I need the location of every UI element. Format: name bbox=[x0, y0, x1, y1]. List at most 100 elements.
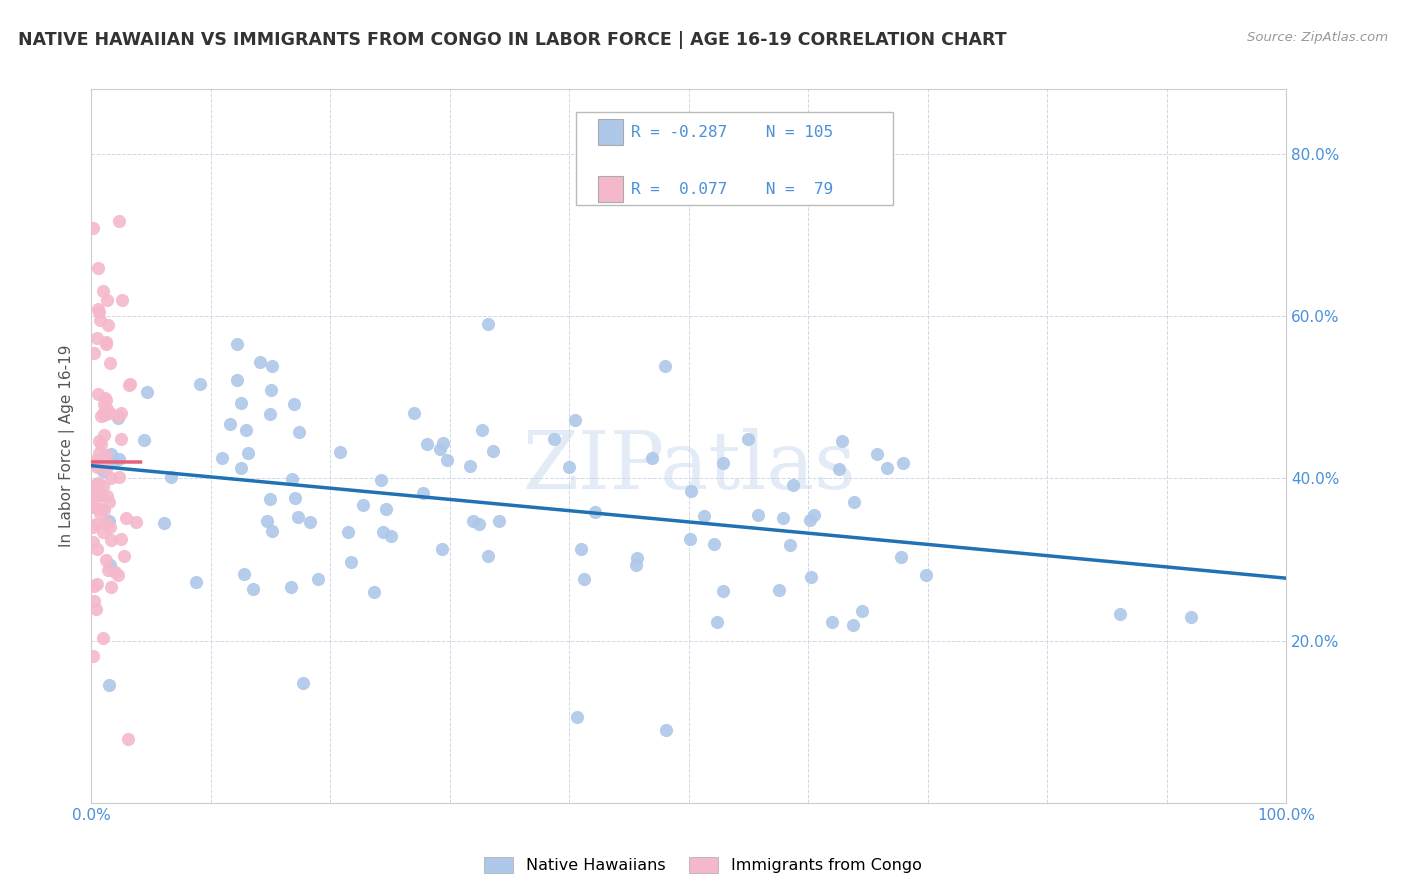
Point bbox=[84, 602, 107, 616]
Point bbox=[91, 464, 114, 478]
Point bbox=[803, 508, 825, 522]
Point bbox=[280, 580, 302, 594]
Point bbox=[404, 406, 426, 420]
Point bbox=[226, 373, 249, 387]
Point bbox=[329, 445, 352, 459]
Point bbox=[236, 446, 259, 460]
Point bbox=[96, 490, 118, 504]
Point bbox=[93, 428, 115, 442]
Point bbox=[93, 397, 115, 411]
Point bbox=[477, 317, 499, 331]
Point bbox=[96, 402, 118, 417]
Point bbox=[626, 558, 648, 572]
Point bbox=[87, 301, 110, 316]
Point bbox=[90, 409, 112, 423]
Point bbox=[831, 434, 853, 449]
Point bbox=[111, 293, 134, 307]
Point bbox=[260, 359, 283, 373]
Point bbox=[772, 511, 794, 525]
Point bbox=[108, 470, 131, 484]
Point bbox=[371, 525, 394, 540]
Point bbox=[93, 405, 115, 419]
Point bbox=[654, 359, 676, 373]
Point bbox=[782, 478, 804, 492]
Point bbox=[120, 377, 142, 392]
Point bbox=[461, 514, 484, 528]
Point bbox=[91, 479, 114, 493]
Point bbox=[467, 516, 489, 531]
Point bbox=[564, 413, 586, 427]
Point bbox=[83, 488, 105, 502]
Point bbox=[110, 432, 132, 446]
Point bbox=[693, 509, 716, 524]
Point bbox=[703, 537, 725, 551]
Point bbox=[108, 213, 131, 227]
Point bbox=[799, 513, 821, 527]
Point bbox=[94, 462, 117, 476]
Point bbox=[352, 498, 374, 512]
Point bbox=[94, 516, 117, 530]
Point bbox=[84, 516, 107, 531]
Point bbox=[110, 406, 132, 420]
Point bbox=[114, 510, 136, 524]
Point bbox=[626, 551, 648, 566]
Point bbox=[87, 387, 110, 401]
Point bbox=[231, 395, 253, 409]
Point bbox=[307, 572, 329, 586]
Point bbox=[1109, 607, 1132, 622]
Point bbox=[86, 331, 108, 345]
Point bbox=[136, 384, 159, 399]
Point bbox=[83, 483, 105, 497]
Point bbox=[98, 495, 121, 509]
Point bbox=[235, 423, 257, 437]
Point bbox=[876, 461, 898, 475]
Point bbox=[842, 494, 865, 508]
Y-axis label: In Labor Force | Age 16-19: In Labor Force | Age 16-19 bbox=[59, 344, 76, 548]
Point bbox=[256, 514, 278, 528]
Point bbox=[87, 446, 110, 460]
Point bbox=[260, 524, 283, 538]
Point bbox=[104, 565, 127, 579]
Point bbox=[337, 525, 360, 540]
Point bbox=[557, 460, 579, 475]
Point bbox=[706, 615, 728, 630]
Point bbox=[107, 409, 129, 424]
Point bbox=[821, 615, 844, 630]
Point bbox=[374, 502, 396, 516]
Point bbox=[98, 356, 121, 370]
Text: ZIPatlas: ZIPatlas bbox=[522, 428, 856, 507]
Point bbox=[90, 487, 112, 501]
Point bbox=[747, 508, 769, 523]
Point bbox=[160, 470, 183, 484]
Point bbox=[292, 676, 315, 690]
Point bbox=[89, 506, 111, 520]
Point bbox=[86, 477, 108, 491]
Point bbox=[107, 451, 129, 466]
Point bbox=[242, 582, 264, 597]
Point bbox=[86, 541, 108, 556]
Point bbox=[98, 519, 121, 533]
Point bbox=[799, 570, 821, 584]
Point bbox=[768, 582, 790, 597]
Point bbox=[86, 460, 108, 475]
Point bbox=[283, 397, 305, 411]
Point bbox=[370, 474, 392, 488]
Point bbox=[86, 261, 108, 276]
Point bbox=[93, 502, 115, 516]
Point bbox=[280, 472, 302, 486]
Point bbox=[91, 284, 114, 298]
Point bbox=[91, 524, 114, 539]
Point bbox=[915, 568, 938, 582]
Point bbox=[233, 566, 256, 581]
Point bbox=[125, 515, 148, 529]
Point bbox=[107, 411, 129, 425]
Point bbox=[890, 550, 912, 565]
Point bbox=[432, 435, 454, 450]
Point bbox=[211, 451, 233, 466]
Legend: Native Hawaiians, Immigrants from Congo: Native Hawaiians, Immigrants from Congo bbox=[478, 850, 928, 880]
Point bbox=[83, 345, 105, 359]
Point bbox=[340, 555, 363, 569]
Point bbox=[681, 484, 703, 499]
Point bbox=[828, 462, 851, 476]
Point bbox=[93, 408, 115, 422]
